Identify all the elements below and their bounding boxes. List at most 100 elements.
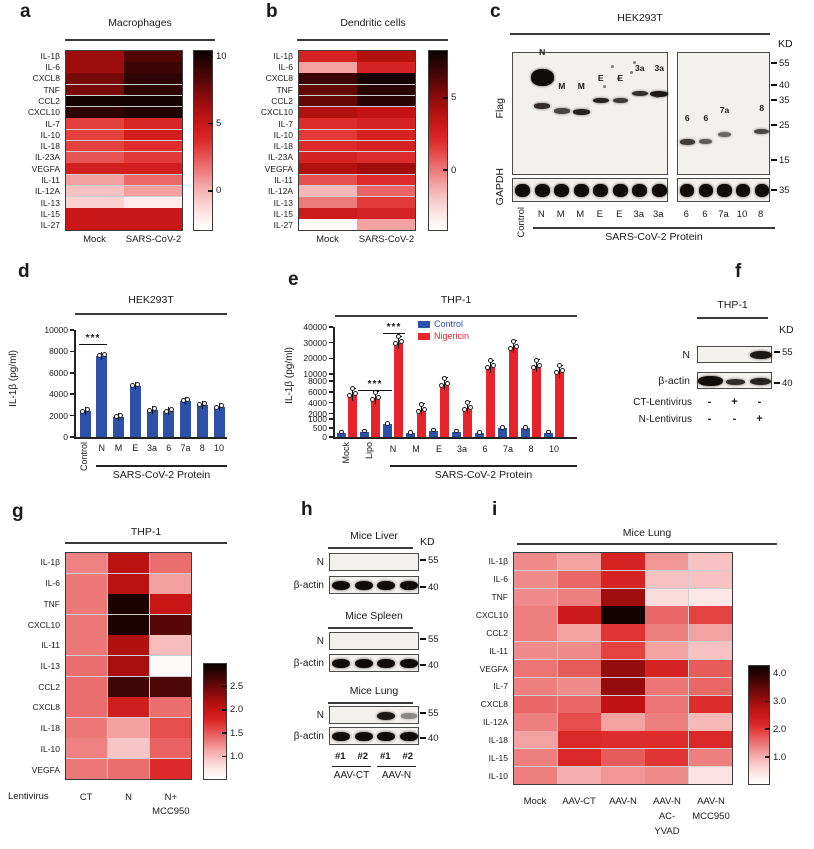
protein-band xyxy=(717,183,732,197)
heatmap-cell xyxy=(149,573,191,594)
heatmap-cell xyxy=(124,129,182,141)
data-point xyxy=(439,382,444,388)
kd-unit-label: KD xyxy=(779,324,794,336)
data-point xyxy=(554,370,559,376)
heatmap-cell xyxy=(514,695,558,713)
panel-title: THP-1 xyxy=(440,294,472,306)
y-tick xyxy=(329,357,333,360)
heatmap-row-label: CCL2 xyxy=(38,681,60,692)
bar-nigericin xyxy=(486,366,495,437)
heatmap-cell xyxy=(688,570,732,588)
heatmap-cell xyxy=(514,624,558,642)
blot-gapdh-left xyxy=(512,178,668,202)
heatmap-cell xyxy=(357,73,415,84)
heatmap-cell xyxy=(66,95,124,107)
panel-g: g THP-1 Lentivirus IL-1β IL-6 TNF CXCL10 IL-… xyxy=(0,500,280,849)
data-point xyxy=(491,363,496,369)
colorbar-tick-label: 0 xyxy=(451,164,457,176)
data-point xyxy=(546,429,551,434)
bar-control xyxy=(475,433,484,437)
heatmap-row-label: VEGFA xyxy=(264,163,293,174)
data-point xyxy=(442,375,447,381)
heatmap-row-label: IL-15 xyxy=(40,209,60,220)
heatmap-cell xyxy=(645,659,689,678)
protein-band xyxy=(698,183,713,197)
data-point xyxy=(350,386,355,392)
bar-control xyxy=(544,432,553,437)
bar xyxy=(113,416,124,437)
data-point xyxy=(408,430,413,435)
panel-i: i Mice Lung IL-1β IL-6 TNF CXCL10 CCL2 IL-11 V… xyxy=(476,499,814,849)
mw-marker-dash xyxy=(771,99,777,101)
heatmap-cell xyxy=(124,107,182,118)
y-tick-label: 40000 xyxy=(303,322,327,332)
data-point xyxy=(185,396,191,402)
heatmap-cell xyxy=(66,73,124,84)
y-tick-label: 4000 xyxy=(308,397,327,408)
x-tick-label: 8 xyxy=(528,444,534,454)
mw-marker-dash xyxy=(771,189,777,191)
heatmap-cell xyxy=(149,656,191,676)
panel-e: e THP-1 IL-1β (pg/ml) 0 500 1000 2000 4000 60… xyxy=(280,255,630,500)
y-tick xyxy=(329,341,333,344)
panel-label: i xyxy=(492,499,498,520)
heatmap-cell xyxy=(107,553,150,573)
y-tick-label: 8000 xyxy=(49,346,68,357)
mw-marker-dash xyxy=(420,737,426,739)
lane-label: 3a xyxy=(652,209,664,220)
lane-label: #2 xyxy=(357,751,369,762)
bar xyxy=(129,385,141,437)
data-point xyxy=(416,408,421,414)
heatmap-cell xyxy=(66,656,108,676)
panel-label: a xyxy=(20,1,31,22)
heatmap-cell xyxy=(645,553,689,571)
heatmap-cell xyxy=(357,107,415,118)
mw-marker-label: 25 xyxy=(779,119,790,131)
protein-band xyxy=(736,183,751,197)
data-point xyxy=(168,407,174,413)
x-tick-label: 10 xyxy=(213,443,224,453)
data-point xyxy=(511,338,516,344)
heatmap-cell xyxy=(66,118,124,129)
heatmap-cell xyxy=(514,642,558,660)
x-tick-label: Mock xyxy=(341,442,351,464)
data-point xyxy=(557,363,562,369)
heatmap-cell xyxy=(107,614,150,635)
colorbar-tick xyxy=(222,755,227,758)
heatmap-cell xyxy=(107,738,150,759)
condition-value: - xyxy=(732,413,737,425)
lane-label: Control xyxy=(515,207,527,238)
blot-speckle xyxy=(633,61,636,64)
protein-band xyxy=(534,103,550,109)
bar xyxy=(146,410,158,437)
heatmap-col-label: AAV-N MCC950 xyxy=(669,794,753,824)
x-tick-label: 3a xyxy=(146,443,157,453)
blot-section-title: Mice Spleen xyxy=(345,610,403,622)
y-tick-label: 1000 xyxy=(308,414,327,424)
blot-speckle xyxy=(603,85,606,88)
heatmap-cell xyxy=(645,677,689,695)
blot-section-title: Mice Liver xyxy=(350,530,398,542)
title-rule xyxy=(65,542,227,544)
heatmap-cell xyxy=(688,588,732,606)
heatmap-cell xyxy=(601,749,645,767)
protein-band xyxy=(754,183,769,197)
heatmap-cell xyxy=(688,695,732,713)
y-tick-label: 0 xyxy=(63,432,68,442)
heatmap-cell xyxy=(688,677,732,695)
heatmap-cell xyxy=(66,697,108,718)
heatmap-row-label: CCL2 xyxy=(486,627,508,638)
protein-band xyxy=(332,658,351,669)
data-point xyxy=(399,339,404,345)
heatmap-cell xyxy=(299,118,357,129)
data-point xyxy=(500,425,505,430)
heatmap-cell xyxy=(66,676,108,697)
heatmap-col-label: Mock xyxy=(286,234,370,246)
heatmap-row-label: CXCL10 xyxy=(475,609,508,620)
protein-band xyxy=(377,711,396,721)
y-tick xyxy=(70,329,74,331)
heatmap-cell xyxy=(124,62,182,73)
antibody-label-n: N xyxy=(316,557,324,568)
heatmap-row-label: IL-27 xyxy=(273,220,293,231)
